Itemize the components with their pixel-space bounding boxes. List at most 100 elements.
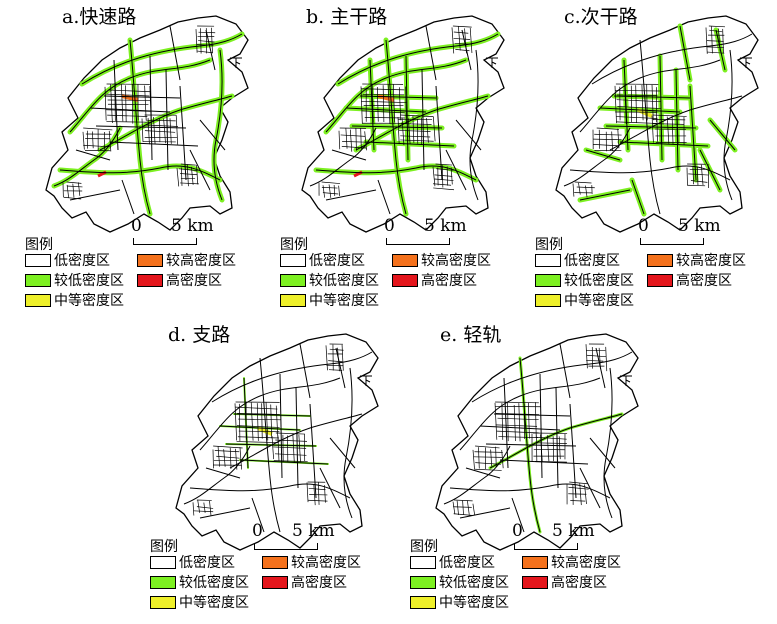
street [572,183,575,197]
map-panel-b: b. 主干路 0 5 km 图例 低密度区 较高密度区 较低密度区 高密度区 中等密度区 [266,0,516,309]
street [83,127,113,131]
road [225,443,317,447]
street [178,168,198,172]
road [309,127,377,187]
street [400,135,431,138]
road [585,149,621,161]
road [69,189,121,201]
density-map [45,15,249,233]
street [690,180,708,183]
street [585,344,588,369]
street [180,163,196,166]
road [709,119,736,151]
legend-swatch [535,253,561,267]
street [614,85,617,124]
legend-item: 低密度区 [150,552,235,571]
street [144,130,176,133]
road [605,125,697,129]
road [579,59,721,133]
street [518,403,521,442]
road [325,59,467,133]
density-map [435,333,639,551]
legend-swatch [410,575,436,589]
street [274,453,307,456]
street [213,445,243,449]
legend-item: 高密度区 [647,270,732,289]
road [165,69,169,171]
street [472,503,476,516]
street [277,435,280,461]
street [192,502,195,516]
street [169,118,172,144]
street [513,404,516,442]
street [108,89,151,93]
street [617,106,661,109]
street [535,436,567,440]
street [341,344,344,371]
street [198,40,215,43]
legend-label: 较低密度区 [564,273,634,289]
road [211,351,373,403]
road [579,189,631,201]
legend-label: 较高密度区 [421,253,491,269]
street [596,127,620,130]
street [692,167,695,185]
street [453,38,471,40]
street [82,131,85,150]
street [275,439,308,442]
street [238,430,280,433]
legend-label: 较高密度区 [551,555,621,571]
legend-item: 低密度区 [535,250,620,269]
legend-label: 高密度区 [676,273,732,289]
road [465,467,501,479]
street [110,84,113,124]
map-panel-c: c.次干路 0 5 km 图例 低密度区 较高密度区 较低密度区 高密度区 中等密度区 [520,0,770,309]
density-map [301,15,505,233]
road [199,507,251,519]
street [238,403,241,442]
street [198,31,216,34]
legend-swatch [25,253,51,267]
legend-item: 较低密度区 [150,572,249,591]
street [342,141,366,143]
legend-label: 低密度区 [309,253,365,269]
road [233,413,311,417]
street [475,468,502,471]
street [237,425,280,428]
road [479,425,561,431]
legend-label: 较低密度区 [179,575,249,591]
street [329,348,344,351]
street [349,129,353,152]
legend-item: 较低密度区 [535,270,634,289]
street [552,436,555,462]
street [593,138,622,141]
road [591,33,753,85]
street [234,403,238,441]
road [519,357,541,533]
legend-label: 低密度区 [54,253,110,269]
street [195,29,198,53]
street [261,403,263,439]
panel-title: b. 主干路 [306,6,388,28]
street [63,196,82,200]
street [401,117,405,146]
legend-label: 较高密度区 [676,253,746,269]
street [392,84,396,123]
legend-item: 较低密度区 [25,270,124,289]
street [238,418,282,421]
street [594,133,622,136]
scale-bar: 0 5 km [131,216,214,252]
legend-label: 中等密度区 [309,293,379,309]
road [699,149,721,191]
map-symbol [360,375,372,386]
road [103,95,181,99]
road [455,119,482,151]
street [308,487,326,491]
legend-swatch [522,555,548,569]
density-map [555,15,759,233]
street [570,500,586,502]
street [558,436,561,460]
street [211,27,213,54]
street [696,166,699,186]
legend-swatch [535,293,561,307]
